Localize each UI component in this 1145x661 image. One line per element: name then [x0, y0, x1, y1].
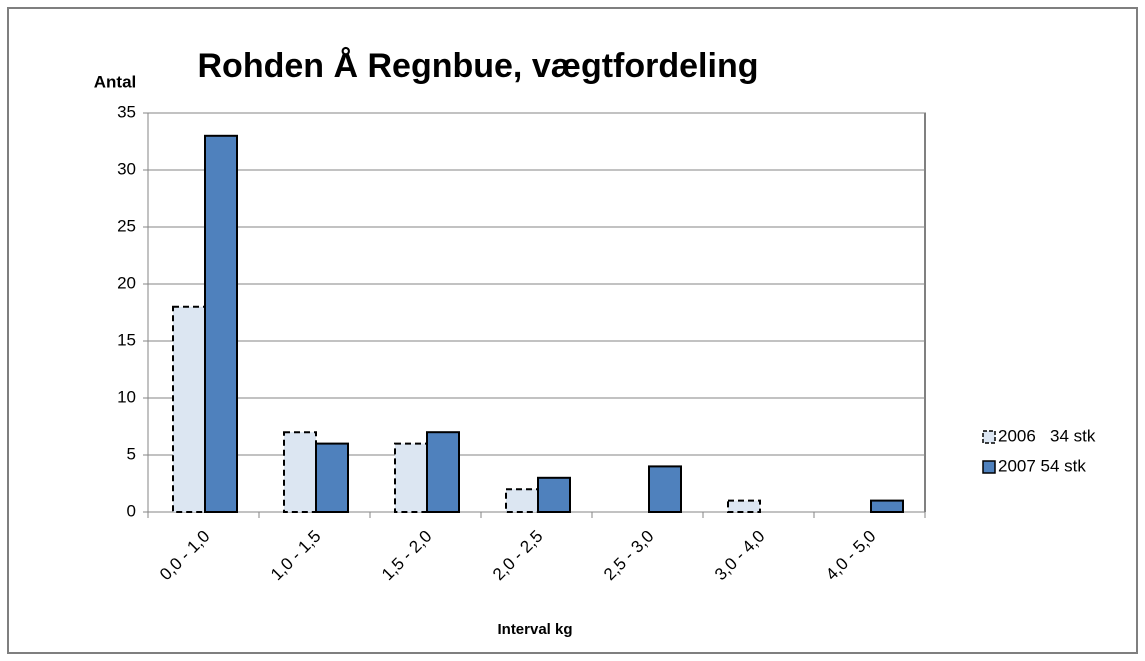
- bar: [394, 442, 428, 514]
- x-axis-label: Interval kg: [497, 621, 572, 638]
- y-axis-label: Antal: [94, 72, 137, 91]
- y-tick-label: 10: [117, 387, 136, 406]
- bar: [172, 305, 206, 513]
- bar: [505, 488, 539, 514]
- y-tick-label: 5: [127, 444, 136, 463]
- chart-title: Rohden Å Regnbue, vægtfordeling: [198, 47, 759, 85]
- bar: [727, 499, 761, 514]
- bar: [648, 465, 682, 513]
- bar: [283, 431, 317, 514]
- y-tick-label: 0: [127, 501, 136, 520]
- y-tick-label: 20: [117, 273, 136, 292]
- bar: [426, 431, 460, 514]
- y-tick-label: 15: [117, 330, 136, 349]
- legend-label: 2007 54 stk: [998, 456, 1086, 475]
- y-tick-label: 25: [117, 216, 136, 235]
- y-tick-label: 35: [117, 102, 136, 121]
- legend-swatch: [982, 460, 996, 474]
- bar: [204, 134, 238, 514]
- bar: [537, 476, 571, 513]
- bar: [870, 499, 904, 514]
- legend-swatch: [982, 430, 996, 444]
- y-tick-label: 30: [117, 159, 136, 178]
- legend-label: 2006 34 stk: [998, 426, 1096, 445]
- bar: [315, 442, 349, 514]
